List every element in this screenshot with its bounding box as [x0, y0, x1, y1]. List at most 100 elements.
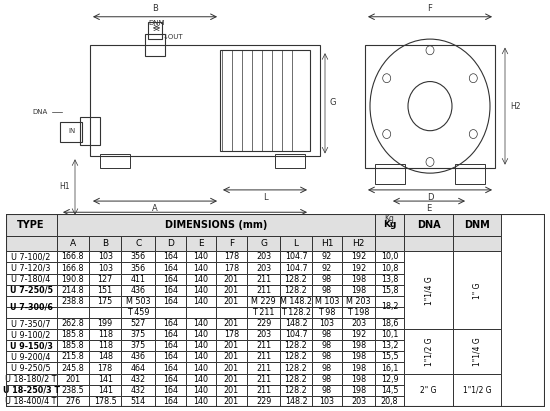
- Text: 198: 198: [351, 286, 366, 295]
- Bar: [216, 374, 247, 385]
- Text: A: A: [70, 239, 76, 248]
- Text: 211: 211: [256, 275, 271, 284]
- Text: DIMENSIONS (mm): DIMENSIONS (mm): [164, 220, 267, 230]
- Bar: [280, 307, 312, 318]
- Bar: [122, 363, 155, 374]
- Text: 148.2: 148.2: [285, 319, 307, 328]
- Bar: [375, 396, 404, 407]
- Bar: [280, 285, 312, 296]
- Bar: [216, 236, 247, 252]
- Bar: [122, 340, 155, 351]
- Bar: [89, 340, 122, 351]
- Text: 201: 201: [224, 374, 239, 383]
- Text: 164: 164: [163, 374, 178, 383]
- Bar: [280, 351, 312, 363]
- Text: 514: 514: [131, 397, 146, 406]
- Text: 203: 203: [256, 330, 271, 339]
- Text: 13,8: 13,8: [381, 275, 398, 284]
- Bar: [186, 351, 216, 363]
- Text: 203: 203: [256, 252, 271, 261]
- Text: 16,1: 16,1: [381, 363, 398, 372]
- Bar: [122, 307, 155, 318]
- Text: IN: IN: [68, 128, 76, 134]
- Bar: [6, 307, 57, 318]
- Bar: [216, 285, 247, 296]
- Bar: [375, 214, 404, 236]
- Bar: [122, 374, 155, 385]
- Bar: [247, 396, 280, 407]
- Bar: [186, 236, 216, 252]
- Text: 141: 141: [98, 374, 113, 383]
- Bar: [404, 214, 453, 236]
- Bar: [89, 274, 122, 285]
- Text: 201: 201: [224, 275, 239, 284]
- Text: 148: 148: [98, 352, 113, 361]
- Text: 151: 151: [98, 286, 113, 295]
- Bar: [216, 318, 247, 329]
- Bar: [375, 236, 404, 252]
- Text: 164: 164: [163, 363, 178, 372]
- Bar: [342, 396, 375, 407]
- Bar: [186, 263, 216, 274]
- Bar: [342, 340, 375, 351]
- Text: 98: 98: [322, 330, 332, 339]
- Text: 103: 103: [320, 319, 334, 328]
- Bar: [186, 374, 216, 385]
- Text: DNM: DNM: [464, 220, 490, 230]
- Text: T 98: T 98: [318, 308, 336, 317]
- Bar: [80, 117, 100, 145]
- Text: 203: 203: [351, 397, 366, 406]
- Text: 18,2: 18,2: [381, 302, 398, 312]
- Text: 118: 118: [98, 341, 113, 350]
- Bar: [375, 340, 404, 351]
- Bar: [155, 385, 186, 396]
- Text: 164: 164: [163, 286, 178, 295]
- Bar: [220, 50, 310, 151]
- Bar: [122, 263, 155, 274]
- Text: 178.5: 178.5: [94, 397, 117, 406]
- Bar: [342, 263, 375, 274]
- Text: 98: 98: [322, 386, 332, 395]
- Bar: [57, 340, 89, 351]
- Text: C: C: [135, 239, 141, 248]
- Text: 164: 164: [163, 297, 178, 306]
- Text: 190.8: 190.8: [62, 275, 84, 284]
- Bar: [247, 340, 280, 351]
- Bar: [57, 296, 89, 307]
- Bar: [275, 154, 305, 168]
- Text: 2" G: 2" G: [420, 386, 437, 395]
- Bar: [247, 252, 280, 263]
- Text: Kg: Kg: [383, 220, 396, 229]
- Bar: [342, 363, 375, 374]
- Text: 198: 198: [351, 386, 366, 395]
- Bar: [89, 374, 122, 385]
- Text: 140: 140: [194, 275, 208, 284]
- Text: 10,8: 10,8: [381, 263, 398, 272]
- Bar: [280, 274, 312, 285]
- Bar: [312, 285, 342, 296]
- Bar: [375, 252, 404, 263]
- Bar: [122, 296, 155, 307]
- Text: 436: 436: [131, 352, 146, 361]
- Text: 98: 98: [322, 352, 332, 361]
- Text: 98: 98: [322, 363, 332, 372]
- Text: 211: 211: [256, 341, 271, 350]
- Bar: [312, 329, 342, 340]
- Bar: [57, 285, 89, 296]
- Bar: [247, 236, 280, 252]
- Bar: [155, 236, 186, 252]
- Bar: [312, 385, 342, 396]
- Bar: [186, 318, 216, 329]
- Bar: [89, 307, 122, 318]
- Bar: [186, 329, 216, 340]
- Bar: [100, 154, 130, 168]
- Text: ↓OUT: ↓OUT: [163, 34, 184, 40]
- Bar: [155, 340, 186, 351]
- Bar: [89, 363, 122, 374]
- Bar: [312, 363, 342, 374]
- Bar: [216, 340, 247, 351]
- Text: H2: H2: [510, 102, 520, 111]
- Bar: [122, 351, 155, 363]
- Text: 10,0: 10,0: [381, 252, 398, 261]
- Text: 211: 211: [256, 352, 271, 361]
